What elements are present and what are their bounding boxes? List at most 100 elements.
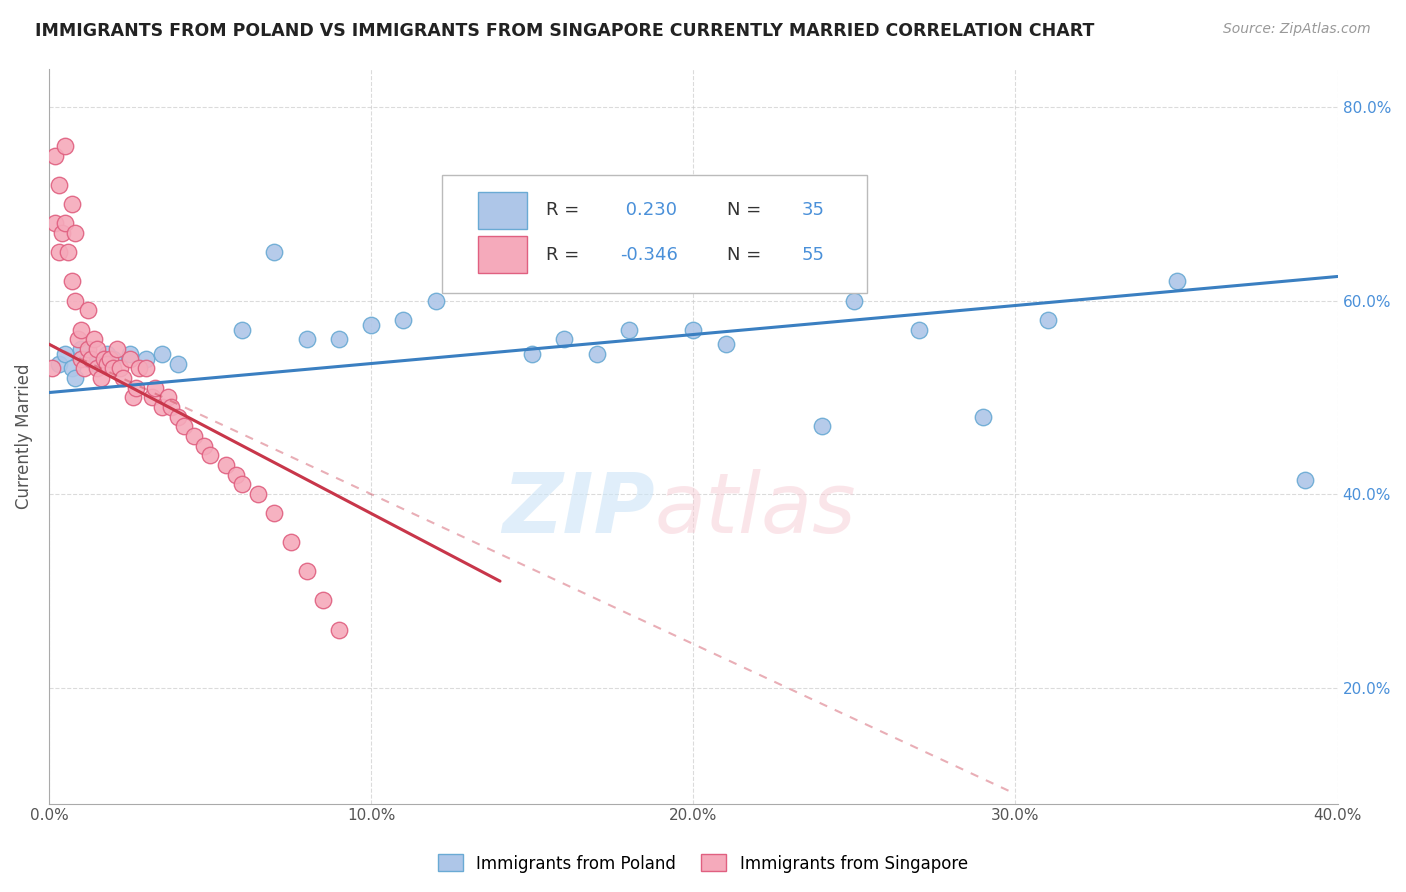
Point [425, 293, 447, 308]
FancyBboxPatch shape [441, 175, 868, 293]
Point [86, 357, 108, 371]
Point [166, 357, 188, 371]
Point [63, 226, 86, 240]
Point [89, 371, 111, 385]
Legend: Immigrants from Poland, Immigrants from Singapore: Immigrants from Poland, Immigrants from … [432, 847, 974, 880]
Point [231, 477, 253, 491]
Point [844, 293, 866, 308]
Point [60, 361, 83, 376]
Point [150, 347, 173, 361]
Text: IMMIGRANTS FROM POLAND VS IMMIGRANTS FROM SINGAPORE CURRENTLY MARRIED CORRELATIO: IMMIGRANTS FROM POLAND VS IMMIGRANTS FRO… [35, 22, 1094, 40]
Point [121, 390, 143, 404]
Point [51, 226, 73, 240]
Point [135, 351, 157, 366]
Point [108, 361, 131, 376]
Point [1166, 274, 1188, 288]
Point [263, 245, 285, 260]
Point [48, 245, 70, 260]
Point [553, 332, 575, 346]
Point [183, 429, 205, 443]
Text: R =: R = [547, 202, 585, 219]
Y-axis label: Currently Married: Currently Married [15, 363, 32, 508]
Point [1294, 473, 1316, 487]
Point [231, 323, 253, 337]
Text: ZIP: ZIP [502, 469, 655, 550]
Text: Source: ZipAtlas.com: Source: ZipAtlas.com [1223, 22, 1371, 37]
Text: 0.230: 0.230 [620, 202, 676, 219]
Point [263, 507, 285, 521]
Point [66, 332, 89, 346]
Text: -0.346: -0.346 [620, 245, 678, 263]
Point [48, 178, 70, 192]
Point [60, 197, 83, 211]
Point [908, 323, 931, 337]
Point [328, 332, 350, 346]
Point [143, 381, 166, 395]
Point [118, 351, 141, 366]
Point [225, 467, 247, 482]
Point [63, 293, 86, 308]
Point [63, 371, 86, 385]
Point [392, 313, 415, 327]
Point [135, 361, 157, 376]
Point [70, 342, 93, 356]
Point [44, 216, 66, 230]
Point [48, 357, 70, 371]
Point [247, 487, 270, 501]
Point [972, 409, 994, 424]
Point [58, 245, 80, 260]
Point [86, 342, 108, 356]
Point [328, 623, 350, 637]
Point [70, 351, 93, 366]
Point [193, 439, 215, 453]
Point [80, 351, 103, 366]
Point [70, 323, 93, 337]
Point [41, 361, 63, 376]
Text: N =: N = [727, 202, 766, 219]
Point [166, 409, 188, 424]
Point [128, 361, 150, 376]
Point [714, 337, 737, 351]
Point [96, 347, 118, 361]
Text: atlas: atlas [655, 469, 856, 550]
Point [73, 361, 96, 376]
Point [118, 347, 141, 361]
Point [76, 351, 98, 366]
Point [93, 351, 115, 366]
Point [86, 361, 108, 376]
Point [53, 139, 76, 153]
Point [157, 390, 180, 404]
Point [811, 419, 834, 434]
Point [83, 332, 105, 346]
Text: N =: N = [727, 245, 766, 263]
Text: R =: R = [547, 245, 585, 263]
Point [360, 318, 382, 332]
Point [312, 593, 335, 607]
Point [295, 565, 318, 579]
Point [747, 274, 769, 288]
Point [103, 351, 125, 366]
Point [96, 357, 118, 371]
Point [160, 400, 183, 414]
Point [141, 390, 163, 404]
Point [44, 148, 66, 162]
Point [1036, 313, 1059, 327]
Point [112, 371, 135, 385]
Point [76, 303, 98, 318]
Point [53, 216, 76, 230]
Point [682, 323, 704, 337]
Point [522, 347, 544, 361]
Point [489, 197, 512, 211]
Point [150, 400, 173, 414]
Point [198, 449, 221, 463]
Point [98, 351, 121, 366]
Point [215, 458, 238, 472]
Point [60, 274, 83, 288]
Point [280, 535, 302, 549]
Point [105, 342, 128, 356]
Point [617, 323, 640, 337]
Point [76, 342, 98, 356]
Point [125, 381, 148, 395]
Point [295, 332, 318, 346]
Point [585, 347, 607, 361]
